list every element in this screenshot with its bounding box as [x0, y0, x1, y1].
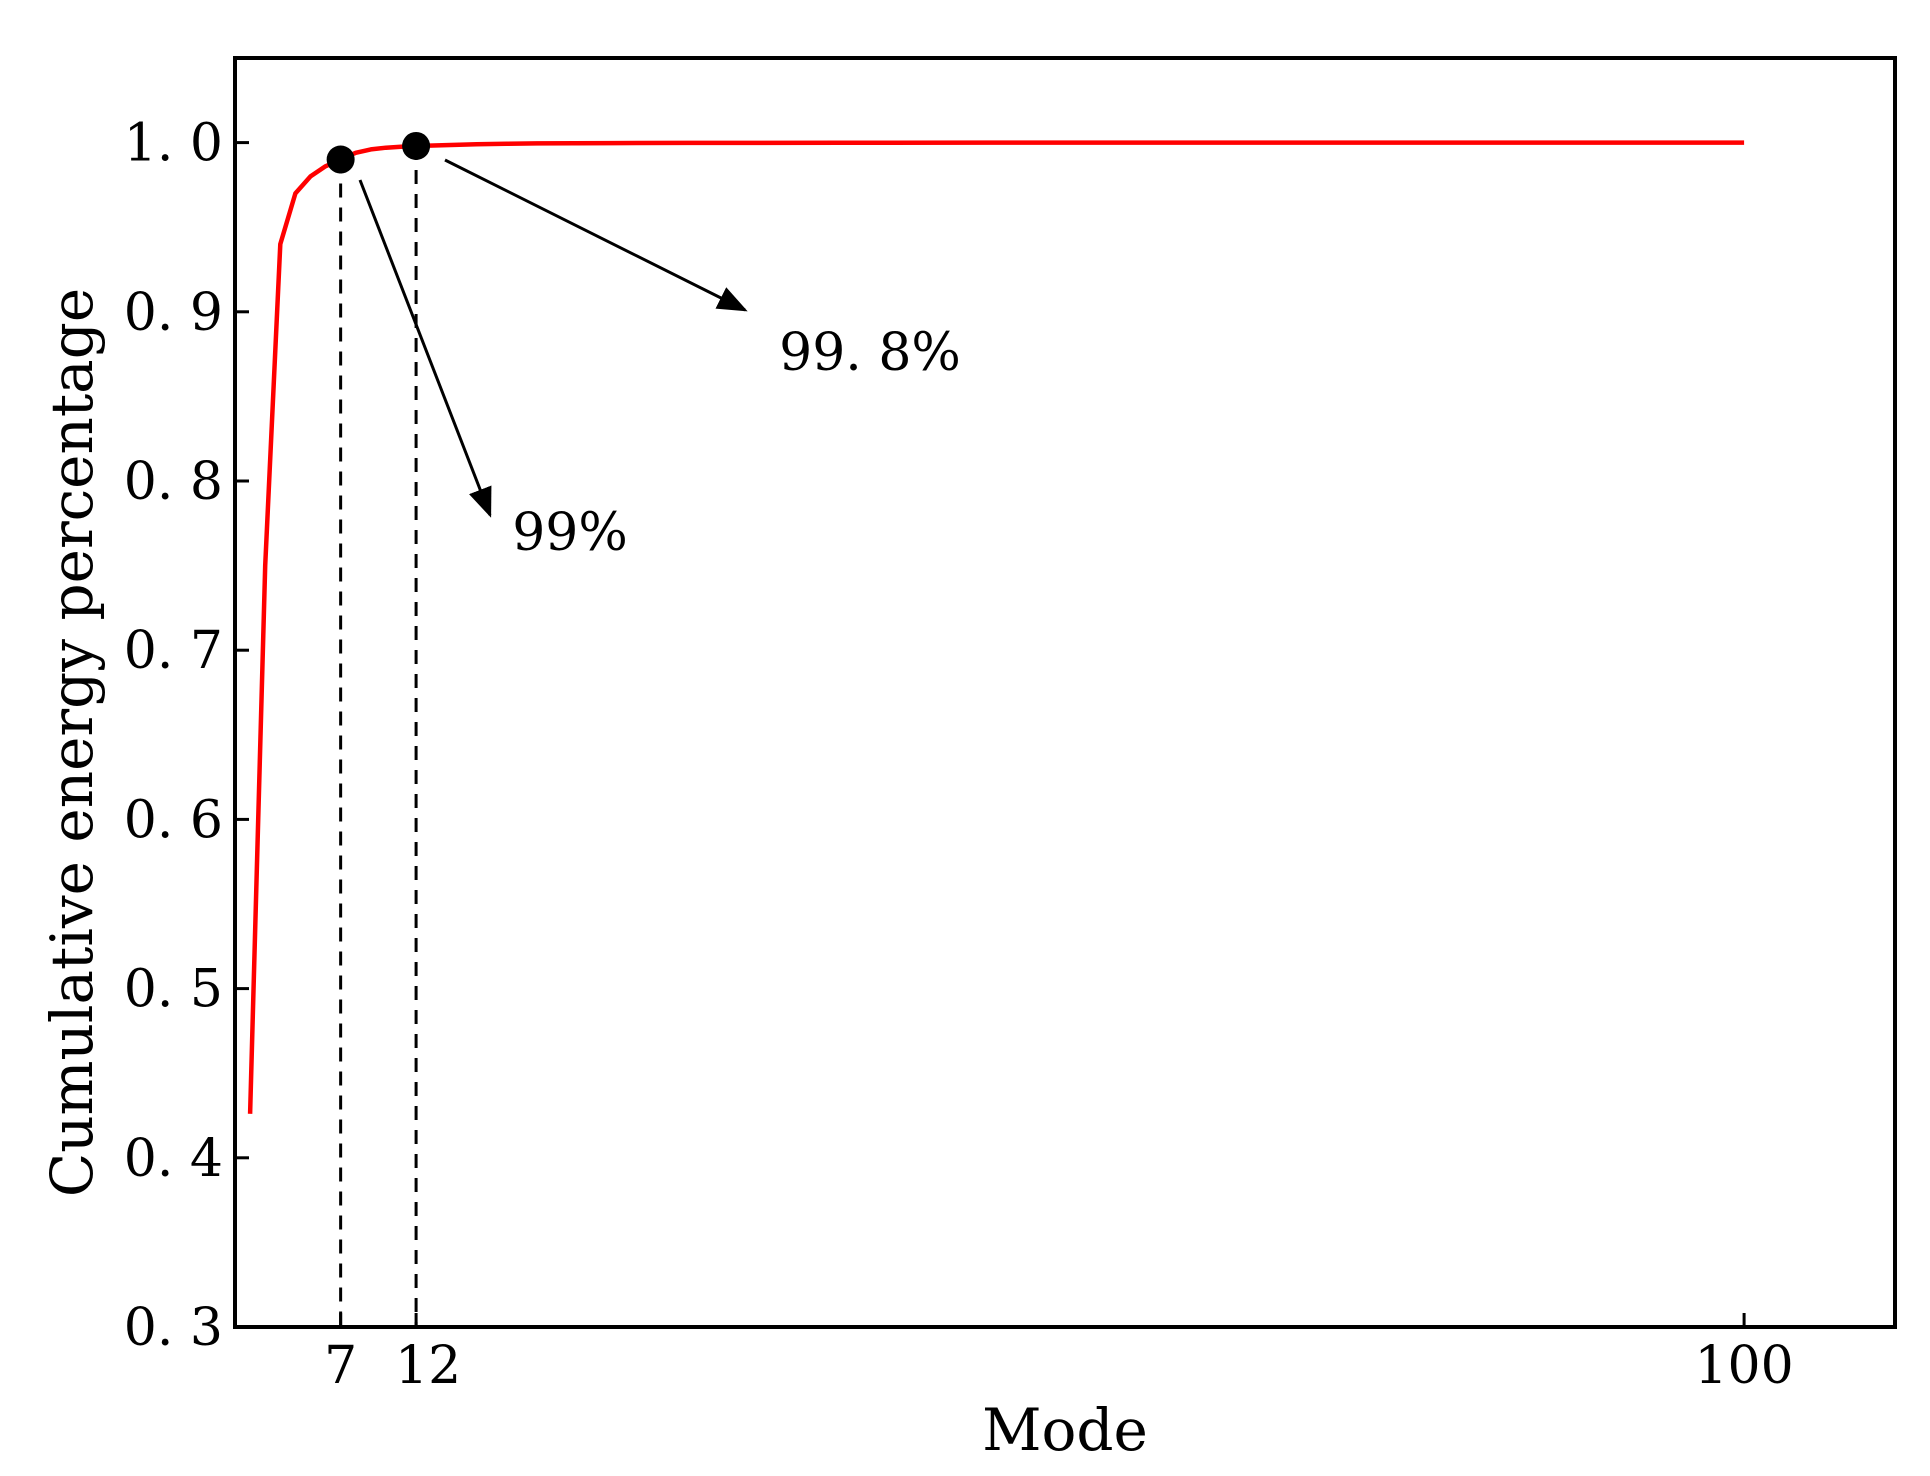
x-tick-label: 100	[1694, 1336, 1793, 1396]
highlight-points	[326, 131, 431, 174]
x-axis-ticks: 7 12 100	[324, 1313, 1794, 1396]
annotation-label: 99. 8%	[779, 323, 961, 383]
annotation-label: 99%	[512, 503, 628, 563]
y-tick-label: 1. 0	[124, 114, 223, 174]
y-axis-label: Cumulative energy percentage	[38, 288, 106, 1197]
annotations: 99% 99. 8%	[358, 158, 961, 563]
annotation-arrow	[444, 158, 748, 312]
y-tick-label: 0. 9	[124, 283, 223, 343]
y-tick-label: 0. 4	[124, 1129, 223, 1189]
x-axis-label: Mode	[982, 1396, 1148, 1464]
y-tick-label: 0. 8	[124, 452, 223, 512]
series-layer	[247, 140, 1745, 1114]
y-tick-label: 0. 6	[124, 790, 223, 850]
highlight-point	[326, 145, 355, 174]
plot-frame	[233, 56, 1897, 1329]
y-tick-label: 0. 3	[124, 1298, 223, 1358]
y-tick-label: 0. 5	[124, 960, 223, 1020]
y-axis-ticks: 0. 3 0. 4 0. 5 0. 6 0. 7 0. 8 0. 9 1. 0	[124, 114, 249, 1358]
annotation-arrow	[358, 179, 492, 518]
x-tick-label: 7	[324, 1336, 357, 1396]
series-line	[247, 140, 1745, 1114]
y-tick-label: 0. 7	[124, 621, 223, 681]
guide-lines	[339, 145, 418, 1327]
highlight-point	[402, 131, 431, 160]
x-tick-label: 12	[395, 1336, 461, 1396]
